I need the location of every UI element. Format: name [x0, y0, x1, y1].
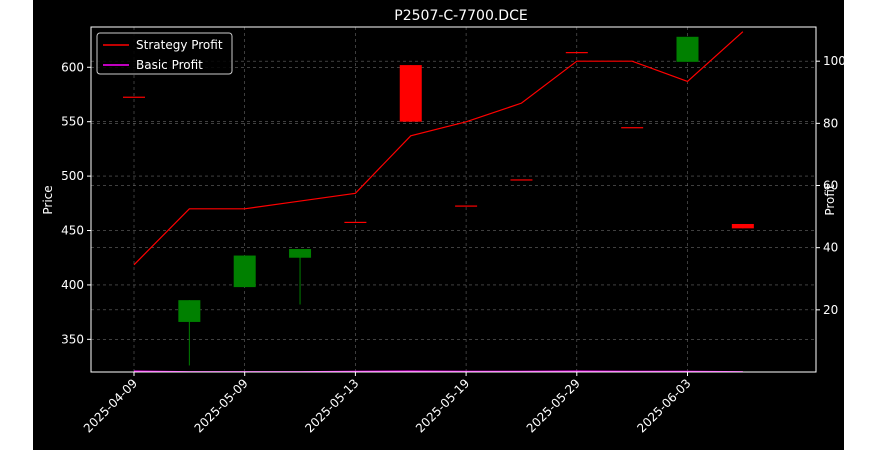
y-right-tick-label: 80 — [823, 116, 838, 130]
candle-body — [621, 127, 644, 129]
candlestick-series — [123, 36, 754, 366]
x-tick-label: 2025-05-29 — [524, 376, 583, 435]
y-left-tick-label: 600 — [61, 60, 84, 74]
candle-body — [178, 300, 201, 322]
y-left-tick-label: 500 — [61, 169, 84, 183]
chart-figure: P2507-C-7700.DCE 2025-04-09 2025-05-09 202… — [33, 0, 846, 450]
y-right-tick-label: 20 — [823, 303, 838, 317]
candle-body — [510, 179, 533, 181]
x-tick-label: 2025-05-09 — [192, 376, 251, 435]
candle-body — [233, 255, 256, 288]
legend-label-strategy-profit: Strategy Profit — [136, 38, 223, 52]
x-tick-label: 2025-05-13 — [302, 376, 361, 435]
y-left-tick-label: 350 — [61, 332, 84, 346]
candle-body — [731, 223, 754, 229]
y-axis-right: 20 40 60 80 100 — [816, 54, 846, 317]
y-axis-left: 350 400 450 500 550 600 — [61, 60, 91, 346]
y-axis-left-label: Price — [41, 185, 55, 214]
strategy-profit-line — [133, 31, 744, 266]
candle-body — [344, 221, 367, 224]
legend: Strategy Profit Basic Profit — [96, 32, 233, 75]
legend-label-basic-profit: Basic Profit — [136, 58, 203, 72]
grid-lines — [91, 27, 816, 372]
chart-title: P2507-C-7700.DCE — [394, 8, 527, 24]
y-right-tick-label: 60 — [823, 179, 838, 193]
candle-body — [399, 65, 422, 122]
y-axis-right-label: Profit — [823, 184, 837, 216]
candle-body — [565, 52, 588, 54]
y-left-tick-label: 450 — [61, 224, 84, 238]
profit-lines — [133, 31, 744, 373]
candle-body — [455, 205, 478, 207]
x-axis: 2025-04-09 2025-05-09 2025-05-13 2025-05-19… — [81, 372, 694, 435]
x-tick-label: 2025-04-09 — [81, 376, 140, 435]
y-left-tick-label: 400 — [61, 278, 84, 292]
candle-body — [123, 96, 145, 98]
x-tick-label: 2025-06-03 — [634, 376, 693, 435]
y-left-tick-label: 550 — [61, 115, 84, 129]
candle-body — [676, 36, 699, 62]
plot-frame — [90, 26, 817, 373]
y-right-tick-label: 40 — [823, 241, 838, 255]
legend-box — [96, 32, 233, 75]
x-tick-label: 2025-05-19 — [413, 376, 472, 435]
chart-svg: P2507-C-7700.DCE 2025-04-09 2025-05-09 202… — [41, 8, 846, 435]
y-right-tick-label: 100 — [823, 54, 844, 68]
candle-body — [289, 249, 312, 258]
